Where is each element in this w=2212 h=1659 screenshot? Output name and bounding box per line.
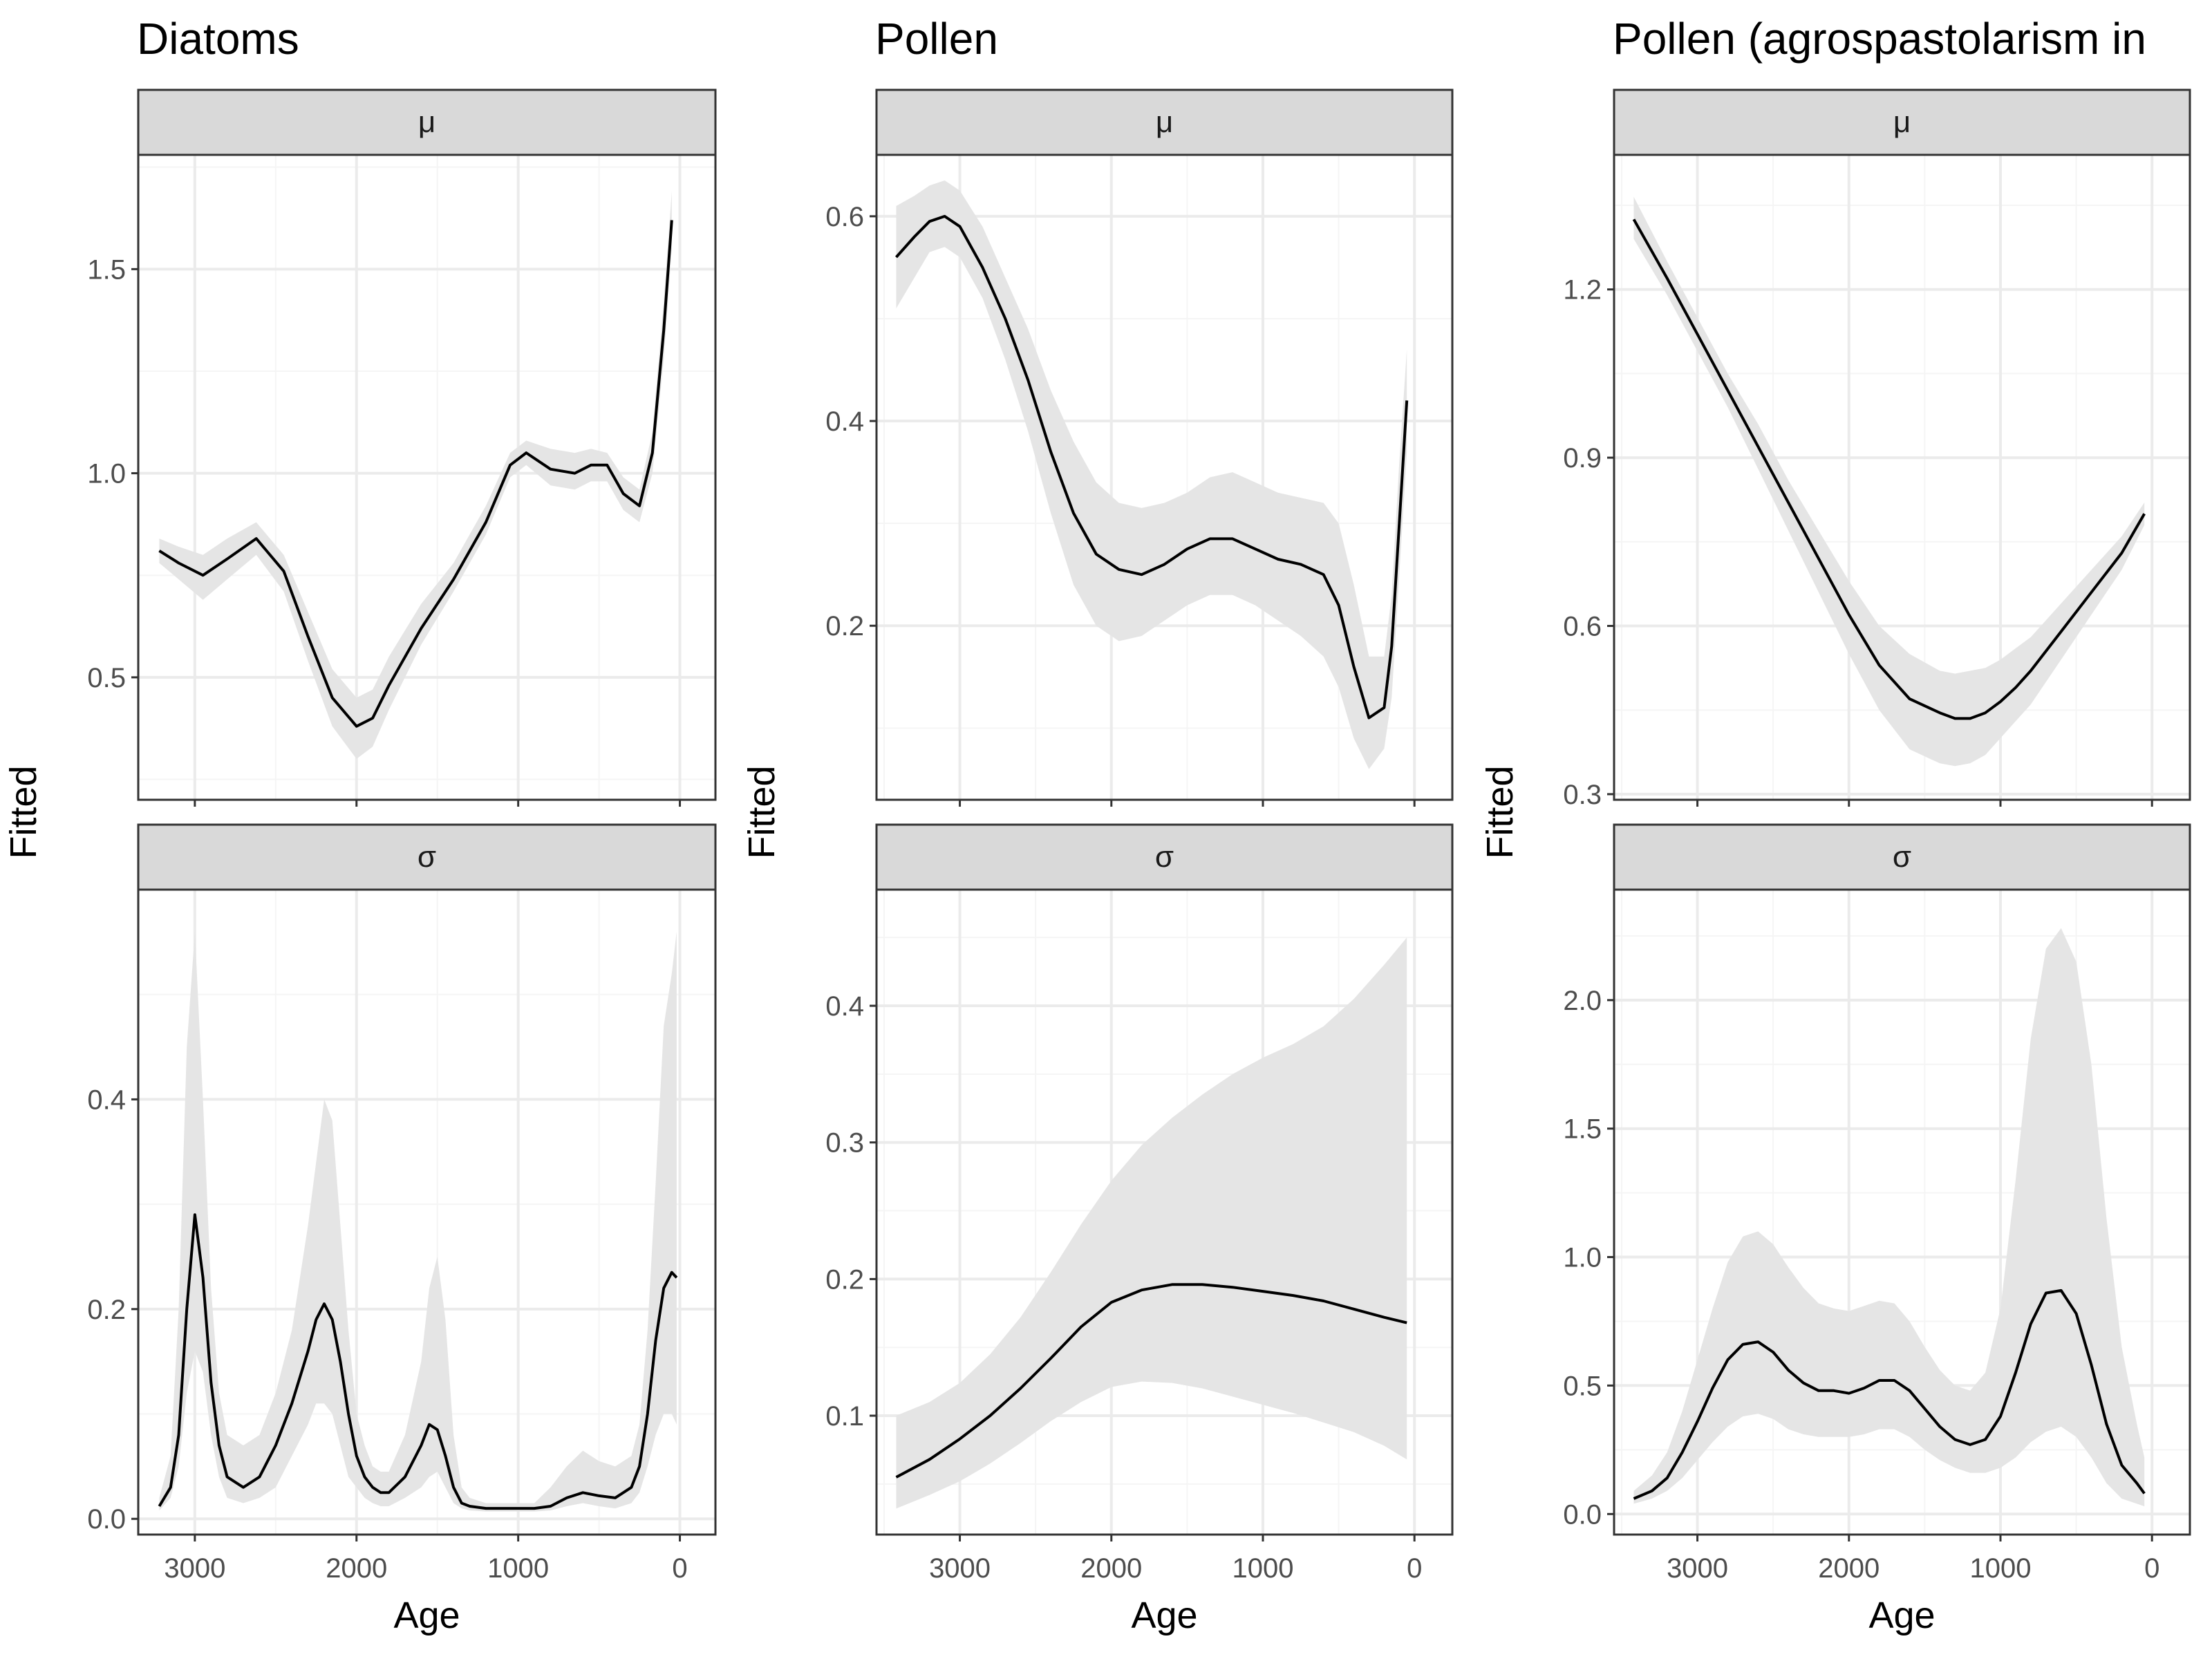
chart-title-c0: Diatoms	[137, 14, 299, 64]
confidence-band	[1633, 196, 2145, 767]
y-tick-label: 0.4	[87, 1085, 126, 1115]
y-tick-label: 1.0	[87, 459, 126, 489]
y-tick-label: 0.2	[825, 1264, 864, 1295]
y-tick-label: 1.5	[1563, 1114, 1602, 1145]
x-tick-label: 3000	[164, 1553, 225, 1584]
x-tick-label: 1000	[1232, 1553, 1293, 1584]
x-tick-label: 0	[2144, 1553, 2159, 1584]
y-tick-label: 0.6	[825, 202, 864, 232]
panel-c1-1: σ 0.1 0.2 0.3 0.4 3000 2000 1000 0	[825, 823, 1454, 1584]
x-tick-label: 3000	[1667, 1553, 1728, 1584]
fitted-line	[895, 1283, 1407, 1479]
y-tick-label: 0.4	[825, 406, 864, 437]
facet-strip	[137, 823, 717, 891]
y-tick-label: 0.3	[1563, 780, 1602, 810]
fitted-line	[158, 1213, 678, 1510]
fitted-line	[1632, 218, 2146, 720]
confidence-band	[896, 180, 1407, 769]
x-tick-label: 0	[1407, 1553, 1422, 1584]
y-tick-label: 0.0	[1563, 1499, 1602, 1530]
y-axis-title-c1: Fitted	[741, 765, 782, 859]
confidence-band	[896, 937, 1407, 1509]
facet-strip	[875, 88, 1454, 156]
panel-c0-1: σ 0.0 0.2 0.4 3000 2000 1000 0	[87, 823, 717, 1584]
confidence-band	[159, 191, 672, 759]
y-tick-label: 0.5	[1563, 1371, 1602, 1401]
x-tick-label: 2000	[1080, 1553, 1142, 1584]
facet-strip-label: σ	[1155, 840, 1174, 874]
y-tick-label: 0.2	[87, 1295, 126, 1325]
chart-title-c2: Pollen (agrospastolarism in	[1613, 14, 2146, 64]
y-axis-title-c2: Fitted	[1479, 765, 1521, 859]
y-axis-title-c0: Fitted	[3, 765, 44, 859]
y-tick-label: 1.5	[87, 254, 126, 285]
facet-strip	[137, 88, 717, 156]
fitted-line	[895, 214, 1409, 720]
panel-c2-1: σ 0.0 0.5 1.0 1.5 2.0 3000 2000 1000 0	[1563, 823, 2191, 1584]
facet-strip	[1613, 823, 2191, 891]
facet-strip	[875, 823, 1454, 891]
facet-strip-label: μ	[1156, 105, 1173, 139]
x-tick-label: 2000	[1818, 1553, 1880, 1584]
x-tick-label: 0	[672, 1553, 687, 1584]
x-tick-label: 1000	[487, 1553, 549, 1584]
y-tick-label: 0.5	[87, 663, 126, 693]
y-tick-label: 0.9	[1563, 443, 1602, 474]
facet-strip-label: μ	[418, 105, 435, 139]
x-axis-title-c2: Age	[1868, 1595, 1935, 1636]
facet-strip-label: μ	[1893, 105, 1911, 139]
x-tick-label: 2000	[326, 1553, 387, 1584]
y-tick-label: 0.4	[825, 991, 864, 1022]
y-tick-label: 1.2	[1563, 275, 1602, 306]
y-tick-label: 0.0	[87, 1504, 126, 1535]
x-tick-label: 3000	[929, 1553, 991, 1584]
chart-title-c1: Pollen	[875, 14, 998, 64]
fitted-line	[1633, 1288, 2146, 1500]
confidence-band	[1633, 928, 2145, 1507]
panel-background	[138, 155, 715, 800]
fitted-line	[158, 220, 673, 728]
x-axis-title-c1: Age	[1131, 1595, 1197, 1636]
y-tick-label: 0.1	[825, 1401, 864, 1432]
panel-c2-0: μ 0.3 0.6 0.9 1.2	[1563, 88, 2191, 810]
x-axis-title-c0: Age	[393, 1595, 460, 1636]
y-tick-label: 0.2	[825, 611, 864, 641]
y-tick-label: 0.3	[825, 1128, 864, 1159]
y-tick-label: 2.0	[1563, 986, 1602, 1016]
panel-c0-0: μ 0.5 1.0 1.5	[87, 88, 717, 807]
confidence-band	[159, 931, 677, 1512]
y-tick-label: 1.0	[1563, 1243, 1602, 1273]
facet-strip	[1613, 88, 2191, 156]
x-tick-label: 1000	[1969, 1553, 2031, 1584]
panel-c1-0: μ 0.2 0.4 0.6	[825, 88, 1454, 807]
facet-strip-label: σ	[418, 840, 436, 874]
facet-strip-label: σ	[1893, 840, 1911, 874]
y-tick-label: 0.6	[1563, 611, 1602, 641]
